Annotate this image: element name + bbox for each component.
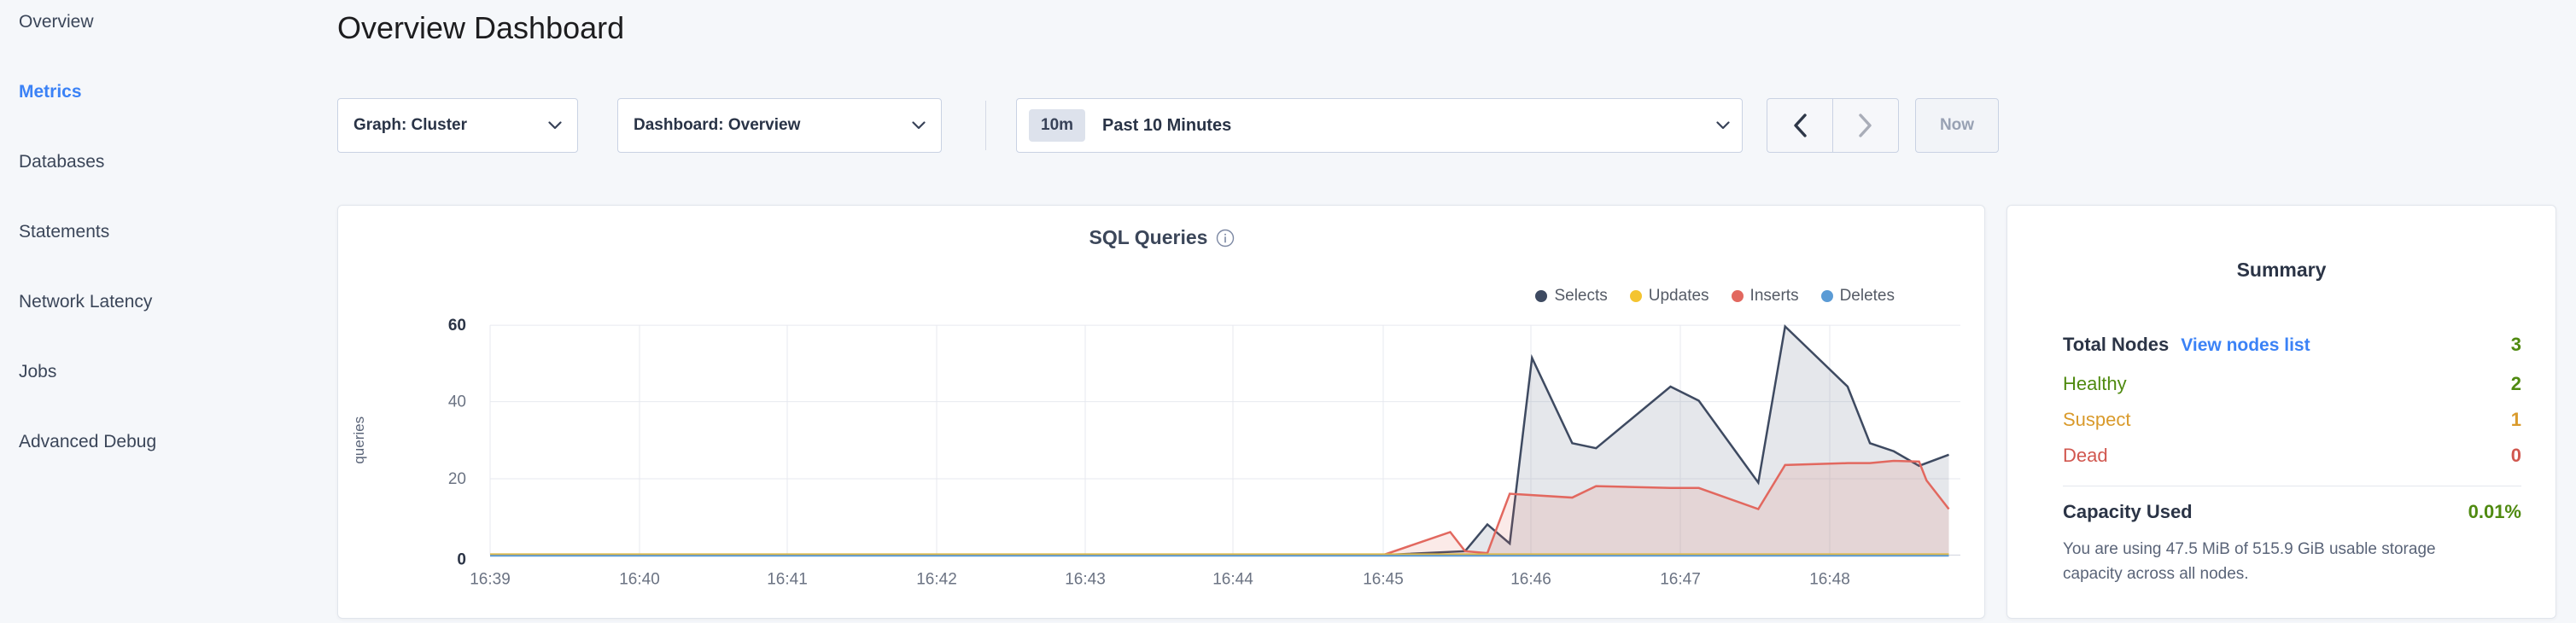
svg-text:16:45: 16:45 [1363, 571, 1404, 589]
svg-text:40: 40 [448, 393, 466, 411]
svg-text:20: 20 [448, 470, 466, 488]
svg-text:16:48: 16:48 [1809, 571, 1850, 589]
svg-text:0: 0 [457, 551, 466, 569]
svg-text:16:39: 16:39 [470, 571, 511, 589]
svg-text:queries: queries [351, 416, 367, 464]
svg-text:16:44: 16:44 [1212, 571, 1253, 589]
svg-text:60: 60 [448, 317, 466, 335]
svg-text:16:43: 16:43 [1065, 571, 1106, 589]
svg-text:16:41: 16:41 [767, 571, 808, 589]
svg-text:16:42: 16:42 [916, 571, 957, 589]
svg-text:16:40: 16:40 [619, 571, 660, 589]
svg-text:16:47: 16:47 [1660, 571, 1701, 589]
svg-text:16:46: 16:46 [1510, 571, 1551, 589]
